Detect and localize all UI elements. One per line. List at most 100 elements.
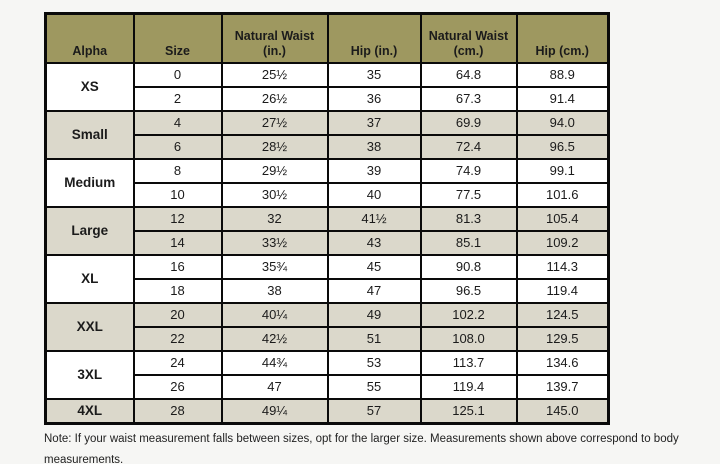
size-value-cell: 16: [132, 254, 223, 280]
size-value-cell: 27½: [220, 110, 329, 136]
size-value-cell: 26: [132, 374, 223, 400]
table-row: 3XL 24 44¾ 53 113.7 134.6: [44, 350, 610, 400]
size-value-cell: 45: [326, 254, 422, 280]
column-header: Size: [132, 12, 223, 64]
size-value-cell: 43: [326, 230, 422, 256]
column-header: Hip (in.): [326, 12, 422, 64]
size-value-cell: 51: [326, 326, 422, 352]
size-value-cell: 28: [132, 398, 223, 425]
size-value-cell: 35: [326, 62, 422, 88]
size-value-cell: 6: [132, 134, 223, 160]
size-value-cell: 49¼: [220, 398, 329, 425]
size-value-cell: 139.7: [515, 374, 610, 400]
column-header: Natural Waist (in.): [220, 12, 329, 64]
size-value-cell: 41½: [326, 206, 422, 232]
size-value-cell: 35¾: [220, 254, 329, 280]
header-row: Alpha Size Natural Waist (in.) Hip (in.) Nat…: [44, 12, 610, 64]
size-value-cell: 114.3: [515, 254, 610, 280]
size-value-cell: 8: [132, 158, 223, 184]
size-value-cell: 49: [326, 302, 422, 328]
size-value-cell: 4: [132, 110, 223, 136]
alpha-label: 4XL: [44, 398, 135, 425]
table-row: 2 26½ 36 67.3 91.4: [46, 86, 610, 112]
table-row: Medium 8 29½ 39 74.9 99.1: [44, 158, 610, 208]
size-value-cell: 96.5: [515, 134, 610, 160]
table-row: 6 28½ 38 72.4 96.5: [46, 134, 610, 160]
size-value-cell: 85.1: [419, 230, 518, 256]
note-text: Note: If your waist measurement falls be…: [44, 433, 679, 464]
size-value-cell: 25½: [220, 62, 329, 88]
size-value-cell: 81.3: [419, 206, 518, 232]
size-value-cell: 24: [132, 350, 223, 376]
column-header: Hip (cm.): [515, 12, 610, 64]
size-value-cell: 39: [326, 158, 422, 184]
size-value-cell: 134.6: [515, 350, 610, 376]
alpha-label: Small: [44, 110, 135, 160]
size-value-cell: 119.4: [515, 278, 610, 304]
size-value-cell: 94.0: [515, 110, 610, 136]
size-value-cell: 99.1: [515, 158, 610, 184]
table-row: 14 33½ 43 85.1 109.2: [46, 230, 610, 256]
table-row: 4XL 28 49¼ 57 125.1 145.0: [44, 398, 610, 425]
table-row: 26 47 55 119.4 139.7: [46, 374, 610, 400]
size-value-cell: 101.6: [515, 182, 610, 208]
size-value-cell: 37: [326, 110, 422, 136]
column-header: Natural Waist (cm.): [419, 12, 518, 64]
table-row: Large 12 32 41½ 81.3 105.4: [44, 206, 610, 256]
size-value-cell: 47: [220, 374, 329, 400]
size-value-cell: 14: [132, 230, 223, 256]
size-value-cell: 77.5: [419, 182, 518, 208]
size-value-cell: 88.9: [515, 62, 610, 88]
size-value-cell: 10: [132, 182, 223, 208]
size-value-cell: 69.9: [419, 110, 518, 136]
size-table-header: Alpha Size Natural Waist (in.) Hip (in.) Nat…: [44, 12, 610, 64]
size-value-cell: 33½: [220, 230, 329, 256]
size-value-cell: 32: [220, 206, 329, 232]
size-value-cell: 30½: [220, 182, 329, 208]
size-value-cell: 29½: [220, 158, 329, 184]
size-value-cell: 91.4: [515, 86, 610, 112]
size-value-cell: 96.5: [419, 278, 518, 304]
table-row: 18 38 47 96.5 119.4: [46, 278, 610, 304]
size-table-body: XS 0 25½ 35 64.8 88.9 2 26½ 36 67.3 91.4 Small 4 27½ 3…: [44, 62, 610, 425]
size-value-cell: 0: [132, 62, 223, 88]
size-value-cell: 28½: [220, 134, 329, 160]
table-row: 10 30½ 40 77.5 101.6: [46, 182, 610, 208]
size-value-cell: 124.5: [515, 302, 610, 328]
table-row: XXL 20 40¼ 49 102.2 124.5: [44, 302, 610, 352]
table-row: 22 42½ 51 108.0 129.5: [46, 326, 610, 352]
size-value-cell: 102.2: [419, 302, 518, 328]
table-row: XL 16 35¾ 45 90.8 114.3: [44, 254, 610, 304]
size-value-cell: 40: [326, 182, 422, 208]
size-value-cell: 72.4: [419, 134, 518, 160]
size-value-cell: 113.7: [419, 350, 518, 376]
size-value-cell: 20: [132, 302, 223, 328]
size-value-cell: 55: [326, 374, 422, 400]
size-value-cell: 36: [326, 86, 422, 112]
size-value-cell: 129.5: [515, 326, 610, 352]
size-value-cell: 108.0: [419, 326, 518, 352]
size-value-cell: 26½: [220, 86, 329, 112]
size-value-cell: 38: [326, 134, 422, 160]
size-value-cell: 119.4: [419, 374, 518, 400]
size-value-cell: 90.8: [419, 254, 518, 280]
size-value-cell: 53: [326, 350, 422, 376]
size-value-cell: 12: [132, 206, 223, 232]
size-value-cell: 57: [326, 398, 422, 425]
size-value-cell: 105.4: [515, 206, 610, 232]
size-value-cell: 40¼: [220, 302, 329, 328]
alpha-label: Large: [44, 206, 135, 256]
size-value-cell: 42½: [220, 326, 329, 352]
size-value-cell: 64.8: [419, 62, 518, 88]
table-row: Small 4 27½ 37 69.9 94.0: [44, 110, 610, 160]
size-value-cell: 22: [132, 326, 223, 352]
size-value-cell: 44¾: [220, 350, 329, 376]
size-value-cell: 18: [132, 278, 223, 304]
size-value-cell: 67.3: [419, 86, 518, 112]
size-value-cell: 47: [326, 278, 422, 304]
table-row: XS 0 25½ 35 64.8 88.9: [44, 62, 610, 112]
alpha-label: 3XL: [44, 350, 135, 400]
size-value-cell: 125.1: [419, 398, 518, 425]
size-value-cell: 109.2: [515, 230, 610, 256]
